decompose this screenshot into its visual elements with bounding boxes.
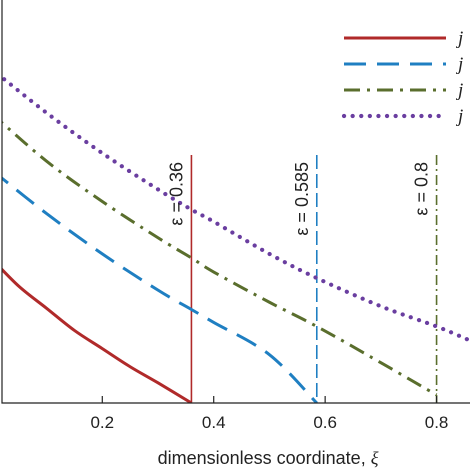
- x-tick-label-1: 0.2: [90, 413, 114, 432]
- legend-label-2: j: [455, 54, 463, 75]
- legend-label-4: j: [455, 106, 463, 127]
- x-axis-label-text: dimensionless coordinate,: [158, 448, 371, 468]
- legend-label-1: j: [455, 28, 463, 49]
- plot-area: ε = 0.36 ε = 0.585 ε = 0.8: [2, 74, 470, 403]
- series-line-4: [2, 74, 470, 343]
- series-line-2: [2, 176, 318, 403]
- x-axis-label-symbol: ξ: [371, 448, 379, 468]
- x-tick-label-3: 0.6: [313, 413, 337, 432]
- epsilon-label-1: ε = 0.36: [166, 162, 186, 226]
- series-line-3: [2, 120, 438, 397]
- epsilon-label-2: ε = 0.585: [292, 162, 312, 236]
- legend-label-3: j: [455, 80, 463, 101]
- x-axis-label: dimensionless coordinate, ξ: [158, 448, 379, 468]
- x-tick-label-4: 0.8: [425, 413, 449, 432]
- x-axis: 0.2 0.4 0.6 0.8: [1, 0, 470, 432]
- series-line-1: [2, 267, 193, 403]
- x-tick-label-2: 0.4: [202, 413, 226, 432]
- axis-lines: [1, 0, 470, 404]
- epsilon-label-3: ε = 0.8: [412, 162, 432, 216]
